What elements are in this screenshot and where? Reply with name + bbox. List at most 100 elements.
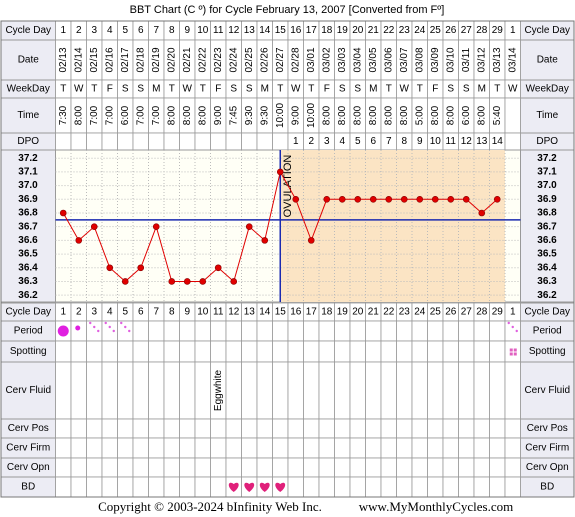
cerv_fluid-value: Eggwhite — [213, 369, 224, 411]
cell — [179, 437, 196, 459]
row-label: Cerv Opn — [7, 462, 50, 473]
cell — [70, 361, 87, 420]
cell — [225, 361, 242, 420]
cell — [396, 476, 413, 498]
weekday-value: S — [447, 84, 454, 95]
cell — [86, 132, 103, 151]
cycle_day-value: 26 — [445, 25, 457, 36]
cycle_day-value: 4 — [107, 307, 113, 318]
row-label: Date — [18, 55, 40, 66]
time-value: 8:00 — [430, 105, 441, 125]
weekday-value: F — [215, 84, 221, 95]
cell — [241, 418, 258, 439]
cell — [349, 340, 366, 363]
cell — [365, 361, 382, 420]
tick-label-cell — [0, 149, 56, 303]
weekday-value: T — [494, 84, 500, 95]
cell — [396, 418, 413, 439]
cell — [163, 132, 180, 151]
temperature-point — [75, 237, 83, 244]
dpo-value: 11 — [446, 136, 457, 147]
cell — [504, 320, 521, 342]
site-url: www.MyMonthlyCycles.com — [359, 499, 513, 514]
cycle_day-value: 6 — [138, 25, 144, 36]
cell — [132, 437, 149, 459]
cell — [504, 97, 521, 134]
spotting-mark — [513, 348, 517, 352]
cell — [458, 418, 475, 439]
cell — [117, 418, 134, 439]
date-value: 02/16 — [104, 47, 115, 72]
weekday-value: S — [230, 84, 237, 95]
row-label: BD — [540, 482, 554, 493]
weekday-value: S — [137, 84, 144, 95]
cell — [148, 457, 165, 478]
cycle_day-value: 27 — [461, 307, 473, 318]
period-light — [112, 329, 115, 333]
cycle_day-value: 1 — [510, 307, 516, 318]
cell — [210, 437, 227, 459]
cell — [365, 340, 382, 363]
cell — [334, 340, 351, 363]
row-label: Cerv Fluid — [524, 385, 570, 396]
cell — [241, 457, 258, 478]
cell — [117, 340, 134, 363]
cell — [148, 320, 165, 342]
luteal-shading — [280, 150, 505, 302]
temperature-point — [354, 195, 362, 203]
cycle_day-value: 7 — [153, 25, 159, 36]
cycle_day-value: 21 — [368, 25, 380, 36]
temperature-point — [106, 264, 114, 272]
period-medium — [75, 325, 81, 331]
cell — [365, 457, 382, 478]
cell — [70, 476, 87, 498]
row-label: DPO — [17, 136, 39, 147]
cell — [194, 320, 211, 342]
y-tick-label: 36.9 — [537, 194, 557, 205]
cell — [411, 361, 428, 420]
cell — [132, 132, 149, 151]
cell — [473, 361, 490, 420]
temperature-point — [416, 195, 424, 203]
date-value: 02/26 — [259, 47, 270, 72]
weekday-value: M — [152, 84, 160, 95]
cell — [117, 320, 134, 342]
weekday-value: T — [386, 84, 392, 95]
temperature-point — [168, 278, 176, 285]
date-value: 02/14 — [73, 47, 84, 72]
cell — [396, 457, 413, 478]
cell — [194, 457, 211, 478]
date-value: 03/10 — [445, 47, 456, 72]
cycle_day-value: 22 — [383, 25, 395, 36]
cycle_day-value: 5 — [122, 307, 128, 318]
cell — [117, 437, 134, 459]
bd-heart — [259, 482, 270, 492]
cell — [473, 476, 490, 498]
cell — [210, 418, 227, 439]
time-value: 7:45 — [228, 105, 239, 125]
dpo-value: 8 — [401, 136, 407, 147]
dpo-value: 4 — [339, 136, 345, 147]
date-value: 03/12 — [476, 47, 487, 72]
cell — [179, 418, 196, 439]
cell — [504, 476, 521, 498]
cycle_day-value: 26 — [445, 307, 457, 318]
temperature-point — [292, 195, 300, 203]
cell — [86, 418, 103, 439]
cell — [194, 437, 211, 459]
cell — [287, 320, 304, 342]
date-value: 03/01 — [306, 47, 317, 72]
period-light — [97, 329, 100, 333]
weekday-value: T — [60, 84, 66, 95]
cell — [489, 437, 506, 459]
cell — [427, 476, 444, 498]
cell — [272, 132, 289, 151]
date-value: 03/09 — [430, 47, 441, 72]
cell — [148, 418, 165, 439]
cell — [458, 340, 475, 363]
y-tick-label: 36.9 — [18, 194, 38, 205]
dpo-value: 6 — [370, 136, 376, 147]
temperature-point — [338, 195, 346, 203]
row-label-cell — [520, 361, 575, 420]
